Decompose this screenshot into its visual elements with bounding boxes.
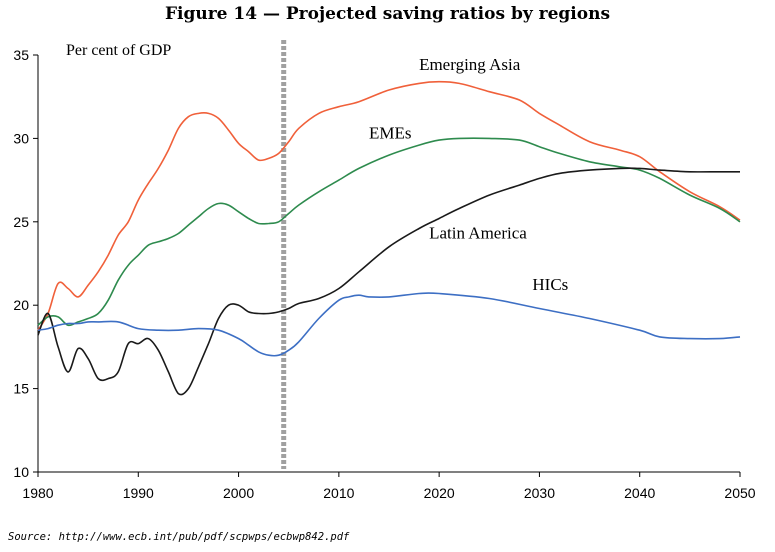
series-lines (37, 80, 741, 396)
series-line-emes (37, 137, 741, 327)
y-tick-label: 35 (13, 47, 29, 63)
series-labels: Emerging Asia EMEs Latin America HICs (369, 55, 568, 294)
y-axis-unit-label: Per cent of GDP (66, 42, 171, 59)
series-label-emes: EMEs (369, 123, 412, 142)
x-tick-label: 2020 (424, 485, 455, 501)
line-chart: 10 15 20 25 30 35 1980 1990 2000 2010 2020 2030 2040… (13, 40, 756, 501)
series-line-latin-america (37, 167, 740, 396)
y-tick-label: 25 (13, 214, 29, 230)
x-tick-label: 1990 (123, 485, 154, 501)
source-note: Source: http://www.ecb.int/pub/pdf/scpwp… (8, 531, 350, 543)
x-tick-label: 2010 (323, 485, 354, 501)
x-tick-label: 2040 (624, 485, 655, 501)
y-tick-label: 10 (13, 464, 29, 480)
series-label-latin-america: Latin America (429, 223, 527, 242)
axes: 10 15 20 25 30 35 1980 1990 2000 2010 2020 2030 2040… (13, 47, 755, 501)
series-line-emerging-asia (37, 80, 741, 331)
x-tick-label: 1980 (22, 485, 53, 501)
series-label-hics: HICs (532, 275, 568, 294)
series-line-hics (37, 292, 741, 357)
x-tick-label: 2030 (524, 485, 555, 501)
y-tick-label: 20 (13, 297, 29, 313)
x-tick-label: 2000 (223, 485, 254, 501)
y-tick-label: 15 (13, 381, 29, 397)
chart-title: Figure 14 — Projected saving ratios by r… (164, 4, 611, 24)
x-tick-label: 2050 (724, 485, 755, 501)
y-tick-label: 30 (13, 130, 29, 146)
series-label-emerging-asia: Emerging Asia (419, 55, 521, 74)
